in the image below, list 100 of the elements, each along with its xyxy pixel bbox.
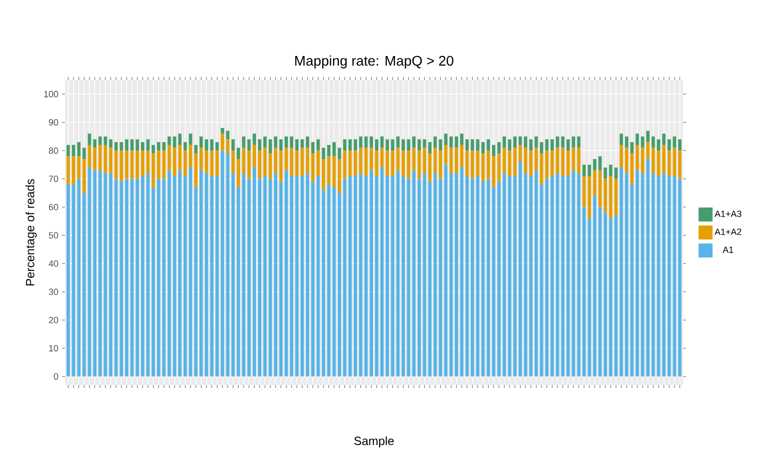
bar (156, 142, 160, 151)
bar (359, 173, 362, 377)
bar (508, 176, 512, 377)
bar (194, 153, 198, 188)
bar (604, 212, 608, 377)
bar (588, 164, 592, 176)
bar (508, 139, 512, 151)
bar (125, 150, 128, 179)
bar (178, 134, 182, 145)
bar (98, 144, 102, 170)
bar (412, 170, 416, 377)
bar (141, 142, 144, 151)
bar (88, 134, 92, 145)
bar (454, 136, 458, 148)
bar (444, 164, 448, 377)
bar (109, 173, 112, 377)
bar (630, 153, 634, 184)
bar (354, 139, 358, 151)
bar (338, 159, 342, 193)
bar (444, 134, 448, 145)
bar (620, 168, 623, 377)
bar (220, 134, 224, 151)
bar (220, 150, 224, 377)
bar (194, 187, 198, 377)
bar (524, 173, 528, 377)
bar (66, 184, 70, 377)
bar (215, 142, 219, 151)
bar (604, 178, 608, 213)
bar (598, 156, 602, 170)
bar (556, 173, 560, 377)
bar (364, 148, 368, 176)
bar (556, 148, 560, 174)
bar (258, 178, 262, 377)
bar (640, 173, 644, 377)
bar (380, 136, 384, 148)
bar (422, 148, 426, 174)
bar (72, 184, 76, 377)
bar (492, 187, 496, 377)
bar (668, 139, 671, 151)
bar (614, 178, 618, 216)
bar (428, 182, 432, 377)
bar (470, 178, 474, 377)
bar (396, 170, 400, 377)
bar (460, 144, 464, 168)
bar (386, 150, 389, 176)
bar (518, 162, 522, 377)
bar (396, 148, 400, 170)
bar (141, 150, 144, 176)
bar (598, 207, 602, 377)
bar (184, 176, 187, 377)
bar (204, 173, 208, 377)
bar (200, 170, 203, 377)
bar (593, 159, 596, 170)
bar (172, 136, 176, 148)
bar (290, 136, 294, 148)
bar (338, 192, 342, 377)
bar (322, 159, 326, 190)
bar (93, 148, 96, 170)
bar (359, 136, 362, 148)
bar (422, 139, 426, 148)
bar (438, 150, 442, 179)
bar (476, 176, 480, 377)
bar (524, 148, 528, 174)
bar (343, 150, 346, 179)
bar (428, 153, 432, 182)
bar (104, 136, 108, 145)
bar (513, 176, 517, 377)
bar (284, 170, 288, 377)
bar (247, 150, 251, 179)
bar (662, 144, 666, 174)
y-axis-title: Percentage of reads (26, 179, 37, 286)
bar (215, 150, 219, 176)
bar (375, 176, 378, 377)
bar (263, 176, 267, 377)
y-tick-label: 70 (48, 176, 58, 182)
bar (114, 142, 118, 151)
bar (109, 139, 112, 148)
bar (284, 148, 288, 170)
bar (316, 176, 320, 377)
bar (486, 150, 490, 179)
bar (178, 170, 182, 377)
bar (93, 139, 96, 148)
bar (332, 187, 336, 377)
bar (609, 176, 612, 218)
bar (652, 148, 655, 174)
bar (295, 150, 299, 176)
bar (672, 136, 676, 148)
bar (550, 176, 554, 377)
bar (178, 144, 182, 170)
bar (168, 136, 171, 145)
bar (316, 150, 320, 176)
bar (566, 139, 570, 151)
bar (672, 148, 676, 176)
bar (226, 130, 230, 140)
bar (268, 139, 272, 154)
bar (152, 144, 155, 154)
bar (98, 136, 102, 145)
bar (252, 168, 256, 377)
bar (582, 164, 586, 176)
bar (204, 150, 208, 174)
